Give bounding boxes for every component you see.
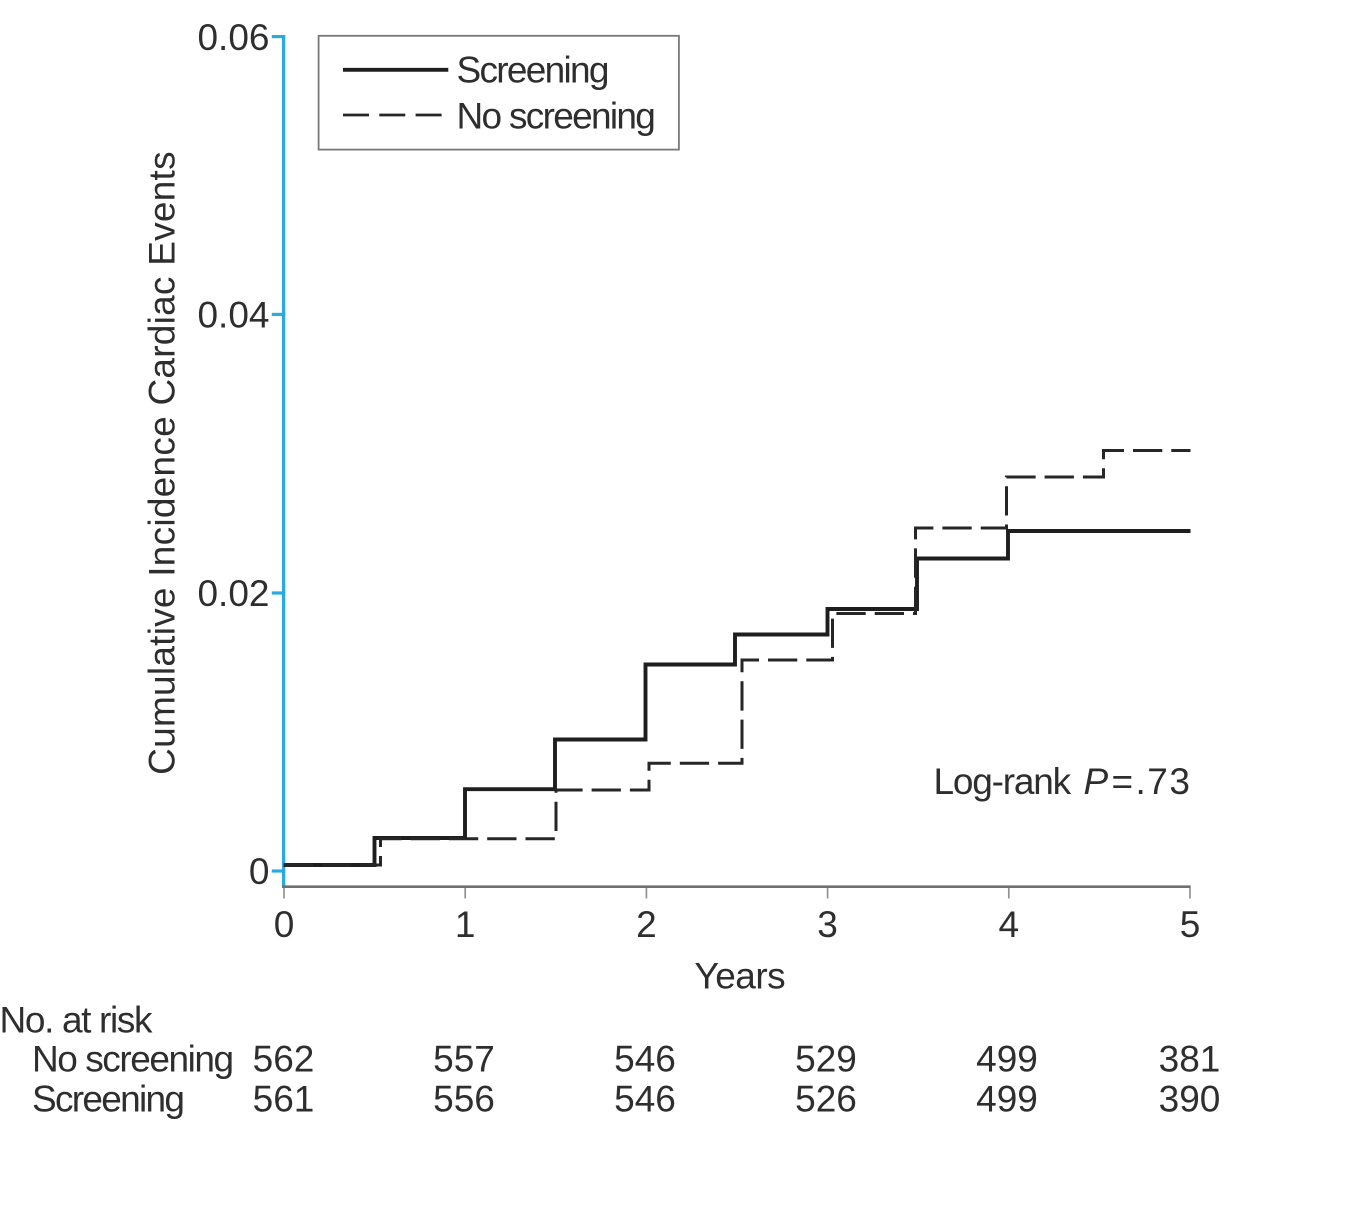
svg-text:0.06: 0.06 (197, 17, 269, 58)
svg-text:Cumulative Incidence Cardiac E: Cumulative Incidence Cardiac Events (142, 151, 183, 775)
svg-text:546: 546 (614, 1038, 676, 1079)
svg-text:526: 526 (795, 1078, 857, 1119)
svg-text:546: 546 (614, 1078, 676, 1119)
svg-text:561: 561 (253, 1078, 315, 1119)
svg-text:No screening: No screening (457, 96, 655, 137)
svg-text:Years: Years (694, 956, 785, 997)
svg-text:529: 529 (795, 1038, 857, 1079)
svg-text:Screening: Screening (32, 1078, 183, 1119)
svg-text:0.02: 0.02 (197, 573, 269, 614)
svg-text:381: 381 (1159, 1038, 1221, 1079)
svg-text:0: 0 (249, 851, 270, 892)
svg-text:No screening: No screening (32, 1038, 233, 1079)
svg-text:562: 562 (253, 1038, 315, 1079)
svg-text:2: 2 (636, 904, 657, 945)
svg-text:3: 3 (817, 904, 838, 945)
svg-text:4: 4 (999, 904, 1020, 945)
svg-text:No. at risk: No. at risk (0, 1000, 153, 1041)
svg-text:5: 5 (1180, 904, 1201, 945)
svg-text:499: 499 (976, 1038, 1038, 1079)
svg-text:556: 556 (433, 1078, 495, 1119)
svg-text:557: 557 (433, 1038, 495, 1079)
svg-text:499: 499 (976, 1078, 1038, 1119)
svg-text:390: 390 (1159, 1078, 1221, 1119)
svg-text:1: 1 (455, 904, 476, 945)
svg-text:0.04: 0.04 (197, 294, 269, 335)
svg-text:0: 0 (274, 904, 295, 945)
svg-text:Screening: Screening (457, 49, 608, 90)
